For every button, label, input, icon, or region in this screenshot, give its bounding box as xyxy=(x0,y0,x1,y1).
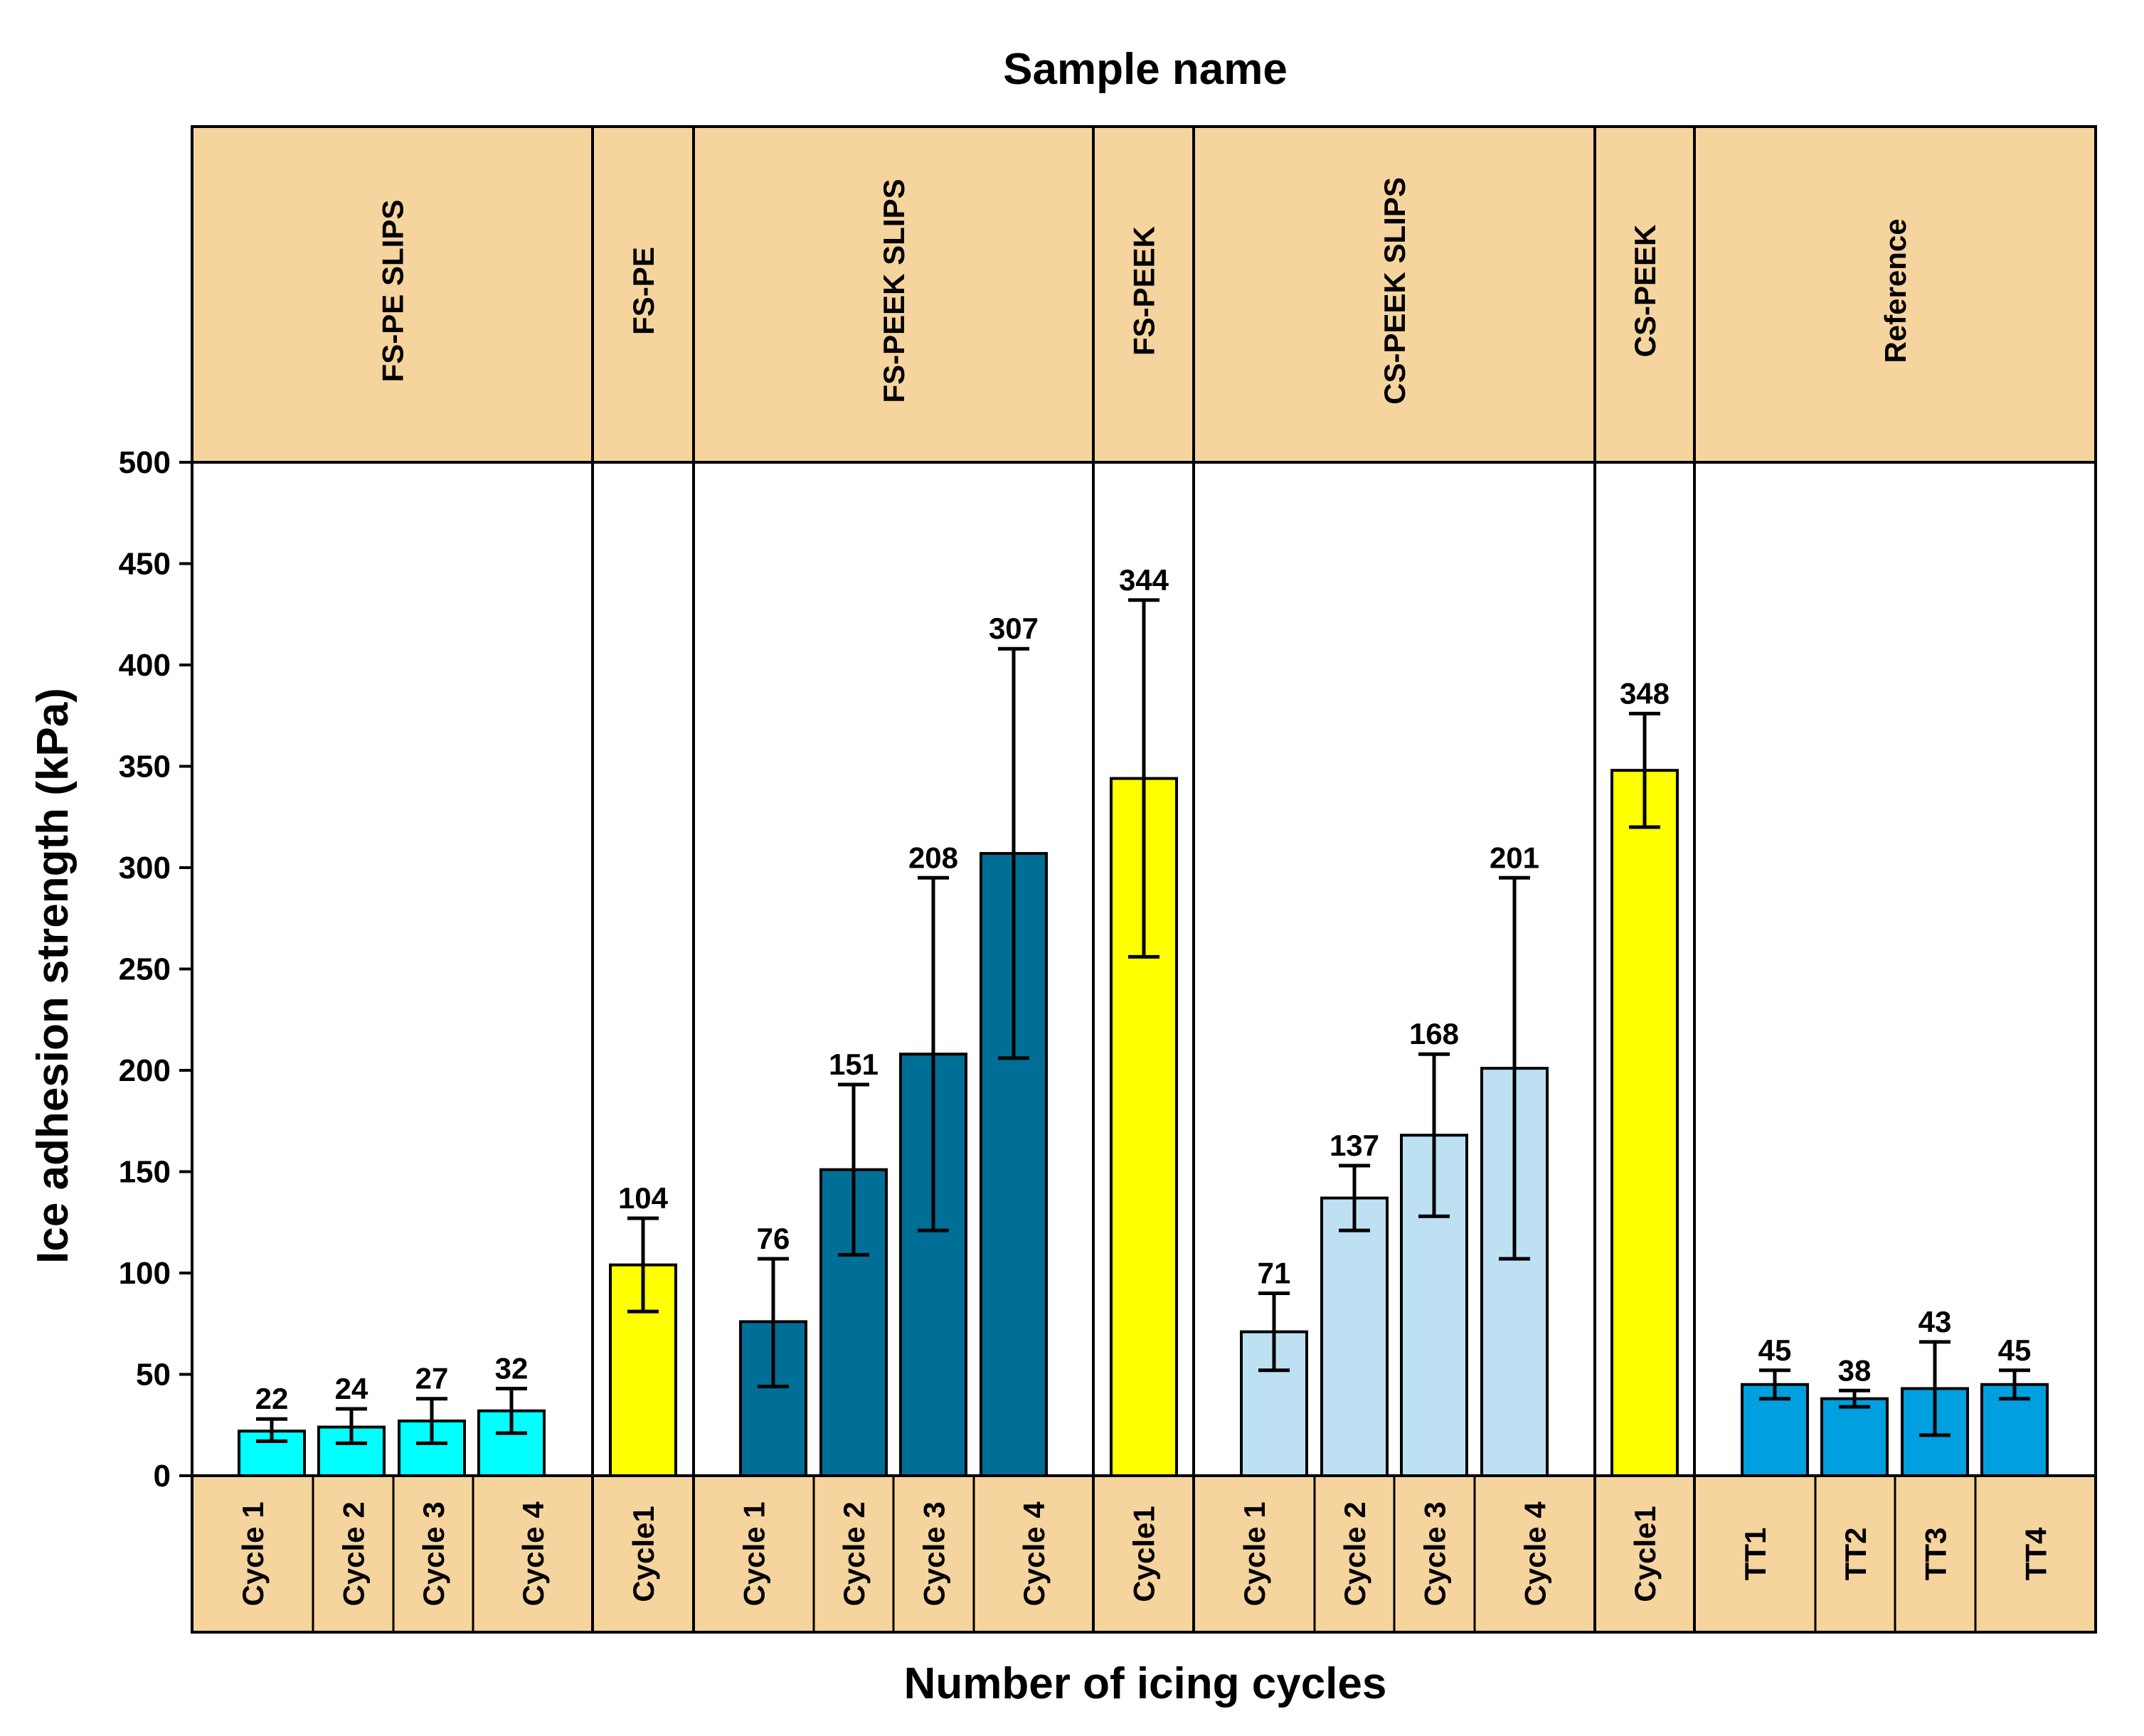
category-label: Cycle 3 xyxy=(918,1501,951,1606)
x-axis-title: Number of icing cycles xyxy=(904,1659,1387,1708)
category-label: Cycle1 xyxy=(1628,1506,1662,1602)
category-label: Cycle 4 xyxy=(516,1501,550,1607)
y-tick-label: 500 xyxy=(119,445,171,480)
header-band xyxy=(192,127,2096,462)
y-tick-label: 50 xyxy=(136,1358,171,1392)
y-tick-label: 350 xyxy=(119,750,171,784)
data-label: 76 xyxy=(757,1222,790,1255)
chart-frame xyxy=(191,125,2097,1634)
bar xyxy=(1320,1196,1389,1478)
data-label: 137 xyxy=(1330,1129,1379,1162)
category-label: Cycle 1 xyxy=(236,1501,270,1606)
y-tick-label: 0 xyxy=(154,1459,171,1493)
y-tick-label: 200 xyxy=(119,1053,171,1088)
band-layer xyxy=(192,127,2096,1632)
data-label: 307 xyxy=(989,612,1039,645)
category-label: Cycle 4 xyxy=(1519,1501,1552,1607)
data-label: 168 xyxy=(1409,1017,1459,1050)
group-label: FS-PEEK SLIPS xyxy=(877,179,911,403)
category-label: TT4 xyxy=(2020,1527,2053,1580)
y-axis-title: Ice adhesion strength (kPa) xyxy=(28,688,78,1264)
group-label: FS-PE SLIPS xyxy=(376,200,410,383)
data-label: 32 xyxy=(495,1351,529,1385)
data-label: 45 xyxy=(1758,1333,1792,1367)
data-label: 24 xyxy=(335,1372,368,1405)
group-label: FS-PE xyxy=(627,247,660,335)
bar xyxy=(1610,769,1679,1477)
group-label: FS-PEEK xyxy=(1127,226,1161,356)
category-label: TT2 xyxy=(1839,1528,1872,1581)
category-label: Cycle 4 xyxy=(1017,1501,1051,1607)
bar xyxy=(1820,1397,1889,1477)
category-label: Cycle 2 xyxy=(1338,1501,1371,1606)
category-label: Cycle 2 xyxy=(837,1501,871,1606)
category-label: TT3 xyxy=(1919,1528,1953,1581)
group-label: CS-PEEK SLIPS xyxy=(1378,177,1411,405)
chart-title: Sample name xyxy=(1003,45,1288,94)
y-tick-label: 250 xyxy=(119,952,171,987)
data-label: 344 xyxy=(1119,563,1169,597)
data-label: 38 xyxy=(1838,1353,1872,1387)
data-label: 71 xyxy=(1258,1257,1291,1290)
y-tick-label: 150 xyxy=(119,1155,171,1190)
category-label: Cycle 3 xyxy=(1418,1501,1452,1606)
data-label: 208 xyxy=(908,841,958,874)
category-label: Cycle 2 xyxy=(337,1501,371,1606)
group-label: CS-PEEK xyxy=(1628,225,1662,358)
category-label: Cycle 3 xyxy=(417,1501,450,1606)
data-label: 45 xyxy=(1998,1333,2032,1367)
text-layer: Sample name Number of icing cycles Ice a… xyxy=(28,45,2053,1708)
data-label: 22 xyxy=(255,1382,289,1415)
data-label: 43 xyxy=(1919,1305,1952,1338)
category-label: Cycle1 xyxy=(627,1506,660,1602)
footer-band xyxy=(192,1476,2096,1632)
data-label: 104 xyxy=(618,1181,669,1215)
category-label: Cycle1 xyxy=(1127,1506,1161,1602)
data-label: 348 xyxy=(1620,676,1670,710)
category-label: Cycle 1 xyxy=(738,1501,771,1606)
data-label: 201 xyxy=(1490,841,1539,874)
data-label: 151 xyxy=(829,1048,879,1081)
category-label: Cycle 1 xyxy=(1238,1501,1271,1606)
line-layer xyxy=(179,125,2097,1634)
y-tick-label: 450 xyxy=(119,547,171,582)
y-tick-label: 300 xyxy=(119,851,171,885)
group-label: Reference xyxy=(1879,218,1912,363)
y-tick-label: 400 xyxy=(119,648,171,683)
data-label: 27 xyxy=(415,1362,449,1395)
y-tick-label: 100 xyxy=(119,1256,171,1291)
category-label: TT1 xyxy=(1739,1528,1772,1581)
